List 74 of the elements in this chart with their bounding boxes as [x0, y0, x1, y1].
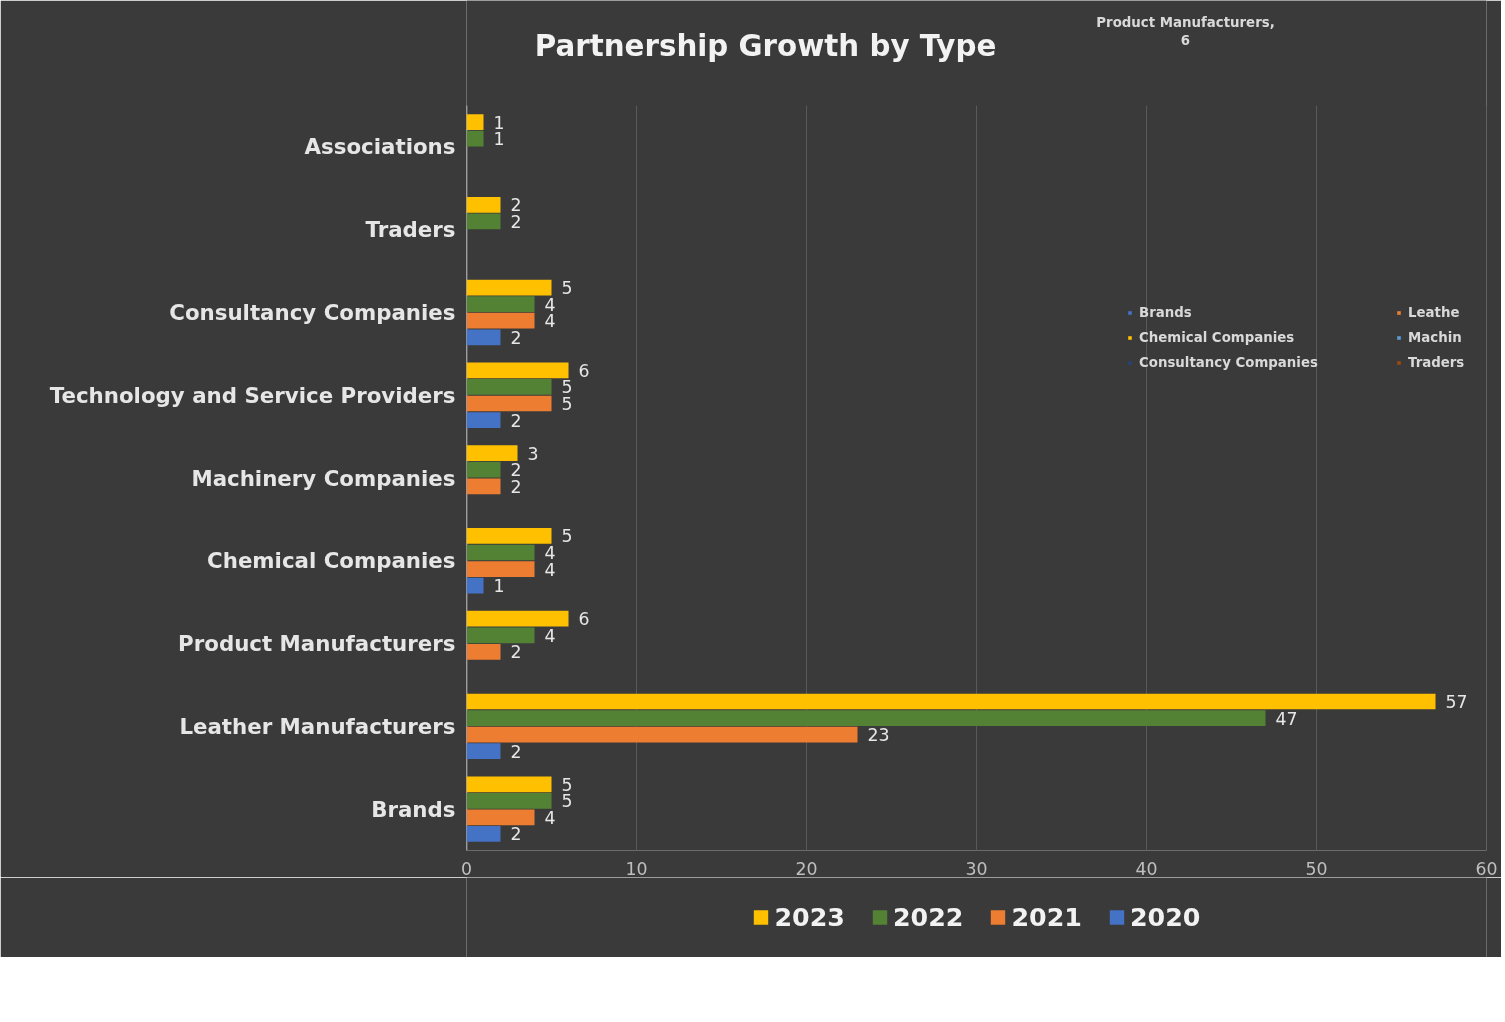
x-tick-label: 40: [1135, 858, 1158, 879]
bar: [466, 445, 518, 462]
bar: [466, 461, 501, 478]
bar: [466, 544, 535, 561]
legend-label: 2022: [893, 902, 964, 932]
data-label: 2: [510, 327, 522, 348]
data-label: 23: [867, 725, 890, 746]
y-tick-label: Technology and Service Providers: [49, 382, 456, 408]
data-label: 6: [578, 609, 590, 630]
category-label: Brands: [1139, 305, 1193, 320]
bar: [466, 528, 552, 544]
y-tick-label: Machinery Companies: [191, 465, 456, 491]
bar: [466, 279, 552, 296]
bar: [466, 792, 552, 809]
x-tick-label: 0: [460, 858, 473, 879]
bar: [466, 826, 501, 842]
bar: [466, 610, 569, 627]
data-label: 1: [493, 576, 505, 597]
bar: [466, 743, 501, 760]
bar: [466, 561, 535, 577]
bar: [466, 693, 1436, 710]
category-label: Chemical Companies: [1139, 330, 1296, 345]
bar: [466, 726, 858, 743]
x-tick-label: 30: [965, 858, 988, 879]
x-tick-label: 20: [795, 858, 818, 879]
y-tick-label: Traders: [365, 217, 456, 243]
data-label: 3: [527, 443, 539, 464]
category-label: Consultancy Companies: [1139, 355, 1319, 370]
bar: [466, 643, 501, 660]
x-tick-label: 10: [625, 858, 648, 879]
x-tick-label: 50: [1305, 858, 1328, 879]
bar: [466, 412, 501, 428]
data-label: 4: [544, 807, 556, 828]
bar: [466, 710, 1266, 726]
y-tick-label: Product Manufacturers: [178, 631, 456, 657]
bar: [466, 379, 552, 395]
bar: [466, 776, 552, 793]
data-label: 47: [1275, 708, 1298, 729]
data-label: 2: [510, 642, 522, 663]
data-label: 5: [561, 278, 573, 299]
category-label: Leathe: [1408, 305, 1461, 320]
bar: [466, 312, 535, 329]
y-tick-label: Brands: [371, 796, 456, 822]
legend-label: 2020: [1130, 902, 1201, 932]
bar: [466, 114, 484, 130]
data-label: 2: [510, 410, 522, 431]
bar: [466, 627, 535, 644]
bar: [466, 478, 501, 495]
data-label: 2: [510, 824, 522, 845]
legend-label: 2023: [774, 902, 845, 932]
y-tick-label: Chemical Companies: [207, 548, 456, 574]
bar: [466, 809, 535, 826]
y-tick-label: Consultancy Companies: [169, 299, 456, 325]
category-label: Traders: [1408, 355, 1466, 370]
bar: [466, 196, 501, 213]
text: Product Manufacturers, 6: [1096, 14, 1275, 48]
bar: [466, 577, 484, 594]
data-label: 2: [510, 741, 522, 762]
y-tick-label: Associations: [304, 134, 456, 160]
bar: [466, 296, 535, 313]
bar: [466, 329, 501, 346]
legend-label: 2021: [1011, 902, 1082, 932]
x-tick-label: 60: [1475, 858, 1498, 879]
bar: [466, 213, 501, 230]
bar: [466, 395, 552, 412]
data-label: 4: [544, 625, 556, 646]
category-label: Machin: [1408, 330, 1463, 345]
bar: [466, 362, 569, 379]
data-label: 57: [1445, 692, 1468, 712]
chart-title: Partnership Growth by Type: [534, 28, 997, 63]
bar: [466, 130, 484, 147]
data-label: 5: [561, 526, 573, 547]
data-label: 6: [578, 360, 590, 381]
y-tick-label: Leather Manufacturers: [179, 713, 456, 739]
